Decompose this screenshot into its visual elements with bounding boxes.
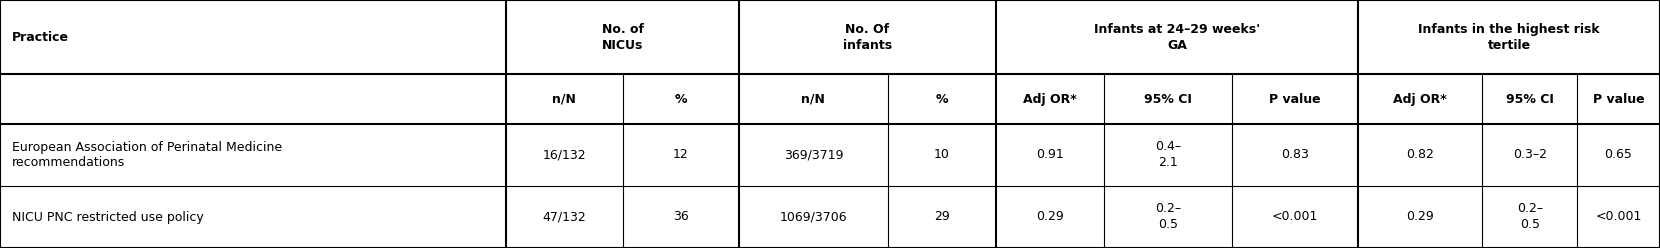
- Text: 95% CI: 95% CI: [1144, 93, 1192, 106]
- Text: 0.65: 0.65: [1605, 149, 1632, 161]
- Text: %: %: [674, 93, 687, 106]
- Text: Adj OR*: Adj OR*: [1023, 93, 1077, 106]
- Text: 0.83: 0.83: [1282, 149, 1308, 161]
- Text: 0.2–
0.5: 0.2– 0.5: [1155, 203, 1180, 231]
- Text: 0.4–
2.1: 0.4– 2.1: [1155, 141, 1180, 169]
- Text: P value: P value: [1268, 93, 1321, 106]
- Text: 1069/3706: 1069/3706: [780, 211, 847, 223]
- Text: 0.29: 0.29: [1036, 211, 1064, 223]
- Text: 0.91: 0.91: [1036, 149, 1064, 161]
- Text: 47/132: 47/132: [543, 211, 586, 223]
- Text: n/N: n/N: [802, 93, 825, 106]
- Text: Practice: Practice: [12, 31, 68, 44]
- Text: Adj OR*: Adj OR*: [1393, 93, 1448, 106]
- Text: 12: 12: [672, 149, 689, 161]
- Text: 0.2–
0.5: 0.2– 0.5: [1517, 203, 1542, 231]
- Text: <0.001: <0.001: [1595, 211, 1642, 223]
- Text: European Association of Perinatal Medicine
recommendations: European Association of Perinatal Medici…: [12, 141, 282, 169]
- Text: <0.001: <0.001: [1272, 211, 1318, 223]
- Text: No. Of
infants: No. Of infants: [843, 23, 891, 52]
- Text: Infants at 24–29 weeks'
GA: Infants at 24–29 weeks' GA: [1094, 23, 1260, 52]
- Text: 36: 36: [672, 211, 689, 223]
- Text: NICU PNC restricted use policy: NICU PNC restricted use policy: [12, 211, 204, 223]
- Text: P value: P value: [1592, 93, 1645, 106]
- Text: 0.82: 0.82: [1406, 149, 1434, 161]
- Text: 16/132: 16/132: [543, 149, 586, 161]
- Text: No. of
NICUs: No. of NICUs: [601, 23, 644, 52]
- Text: 0.3–2: 0.3–2: [1512, 149, 1547, 161]
- Text: 369/3719: 369/3719: [784, 149, 843, 161]
- Text: Infants in the highest risk
tertile: Infants in the highest risk tertile: [1418, 23, 1600, 52]
- Text: 95% CI: 95% CI: [1506, 93, 1554, 106]
- Text: 29: 29: [935, 211, 950, 223]
- Text: 10: 10: [935, 149, 950, 161]
- Text: 0.29: 0.29: [1406, 211, 1434, 223]
- Text: n/N: n/N: [553, 93, 576, 106]
- Text: %: %: [936, 93, 948, 106]
